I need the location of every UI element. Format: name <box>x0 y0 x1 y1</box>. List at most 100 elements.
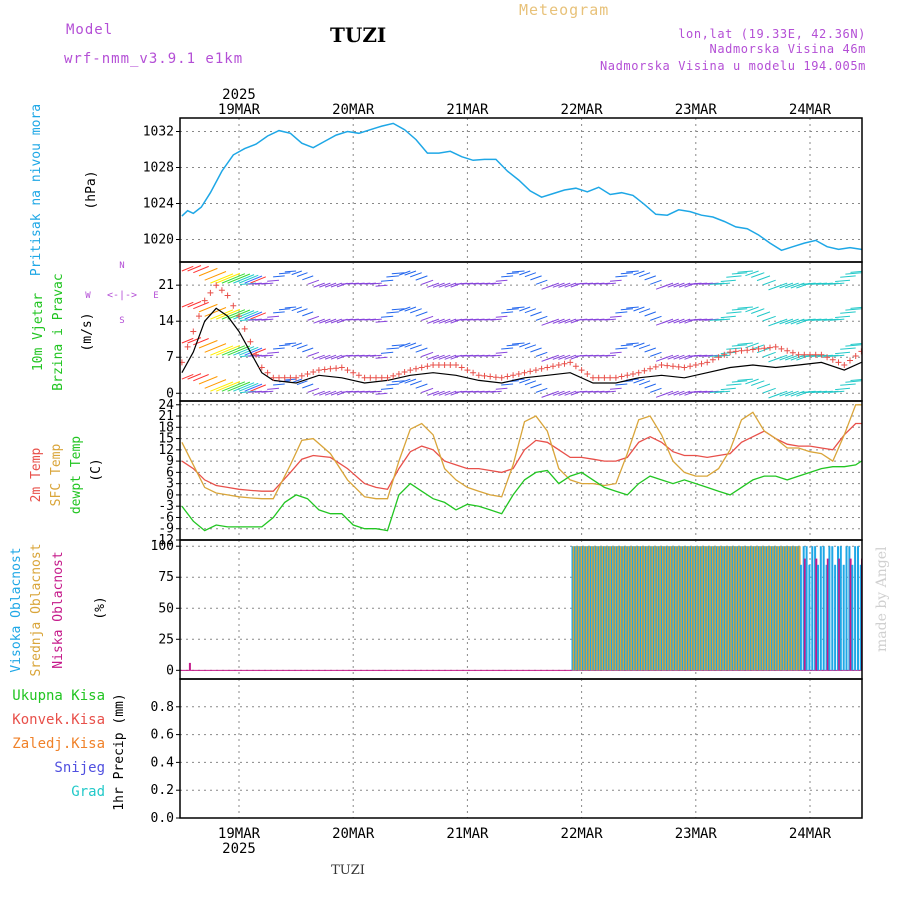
wind-arrow <box>244 311 263 320</box>
high-cloud-bar <box>814 546 817 671</box>
wind-arrow <box>575 390 588 393</box>
wind-arrow <box>302 275 314 281</box>
high-cloud-bar <box>584 546 587 671</box>
wind-arrow <box>678 318 691 324</box>
mid-cloud-bar <box>612 546 615 671</box>
gust-marker <box>281 374 288 381</box>
wind-arrow <box>438 318 451 324</box>
wind-arrow <box>454 390 468 393</box>
wind-arrow <box>604 282 616 285</box>
wind-arrow <box>558 354 571 360</box>
top-day-label: 20MAR <box>332 102 375 118</box>
wind-arrow <box>278 272 291 275</box>
wind-arrow <box>284 270 297 273</box>
wind-arrow <box>698 318 713 321</box>
wind-arrow <box>737 306 753 309</box>
compass-n: N <box>119 261 124 271</box>
wind-arrow <box>633 378 645 384</box>
mid-cloud-bar <box>714 546 717 671</box>
precip-axis-title: 1hr Precip (mm) <box>112 693 127 810</box>
wind-arrow <box>267 387 280 390</box>
wind-arrow <box>240 282 257 285</box>
high-cloud-bar <box>729 546 732 671</box>
mid-cloud-bar <box>693 546 696 671</box>
wind-arrow <box>817 282 833 285</box>
y-tick-label: 7 <box>166 350 174 365</box>
high-cloud-bar <box>863 546 865 670</box>
wind-arrow <box>620 272 634 275</box>
wind-arrow <box>845 380 862 383</box>
wind-arrow <box>845 344 862 347</box>
high-cloud-bar <box>715 546 718 671</box>
high-cloud-bar <box>718 546 721 671</box>
wind-arrow <box>240 390 257 394</box>
wind-arrow <box>369 390 382 393</box>
high-cloud-bar <box>760 546 763 671</box>
panel-frame <box>179 678 863 819</box>
high-cloud-bar <box>597 546 600 671</box>
high-cloud-bar <box>610 546 613 671</box>
high-cloud-bar <box>708 546 710 671</box>
wind-arrow <box>284 342 297 345</box>
panels: 1020102410281032071421-12-9-6-3036912151… <box>143 117 865 826</box>
wind-arrow <box>490 318 502 321</box>
gust-marker <box>435 362 442 368</box>
wind-arrow <box>850 342 862 345</box>
mid-cloud-bar <box>680 546 683 671</box>
wind-arrow <box>427 390 440 396</box>
wind-arrow <box>193 301 209 310</box>
wind-arrow <box>204 307 227 317</box>
wind-arrow <box>593 390 605 393</box>
high-cloud-bar <box>784 546 787 671</box>
wind-arrow <box>552 318 565 324</box>
wind-arrow <box>667 318 679 324</box>
wind-arrow <box>779 390 794 397</box>
model-elevation-label: Nadmorska Visina u modelu 194.005m <box>600 59 866 73</box>
high-cloud-bar <box>817 564 819 671</box>
wind-arrow <box>210 345 234 356</box>
high-cloud-bar <box>842 564 845 671</box>
gust-marker <box>584 371 591 377</box>
gust-marker <box>384 374 391 381</box>
wind-barbs <box>180 265 862 399</box>
y-tick-label: 1028 <box>143 161 174 176</box>
panel-frame <box>179 117 863 263</box>
wind-arrow <box>598 282 611 285</box>
high-cloud-bar <box>851 564 854 671</box>
high-cloud-bar <box>742 546 745 671</box>
wind-arrow <box>380 279 394 282</box>
high-cloud-bar <box>639 546 642 671</box>
wind-arrow <box>575 282 588 285</box>
wind-arrow <box>615 275 628 278</box>
mid-cloud-bar <box>743 546 746 671</box>
gust-marker <box>447 362 454 368</box>
wind-arrow <box>490 390 502 393</box>
wind-arrow <box>221 345 246 356</box>
gust-marker <box>441 362 448 368</box>
wind-arrow <box>386 275 399 278</box>
wind-arrow <box>756 383 771 390</box>
pressure-series <box>181 122 862 252</box>
wind-arrow <box>524 344 537 350</box>
gust-marker <box>258 364 265 371</box>
wind-arrow <box>785 354 799 361</box>
wind-arrow <box>501 311 514 314</box>
mid-cloud-bar <box>638 546 641 671</box>
wind-arrow <box>609 315 622 318</box>
wind-arrow <box>404 306 417 312</box>
mid-cloud-bar <box>580 546 583 671</box>
wind-arrow <box>762 351 776 358</box>
wind-arrow <box>785 282 799 289</box>
low-cloud-bar <box>188 662 191 671</box>
mid-cloud-bar <box>725 546 727 671</box>
wind-arrow <box>398 378 411 384</box>
mid-cloud-bar <box>727 546 730 671</box>
high-cloud-bar <box>802 546 805 671</box>
wind-arrow <box>238 346 259 356</box>
gust-marker <box>236 313 242 320</box>
precip-legend-2: Zaledj.Kisa <box>12 736 105 752</box>
wind-arrow <box>626 270 639 273</box>
wind-arrow <box>620 344 634 347</box>
gust-marker <box>270 374 277 381</box>
wind-arrow <box>427 318 440 324</box>
